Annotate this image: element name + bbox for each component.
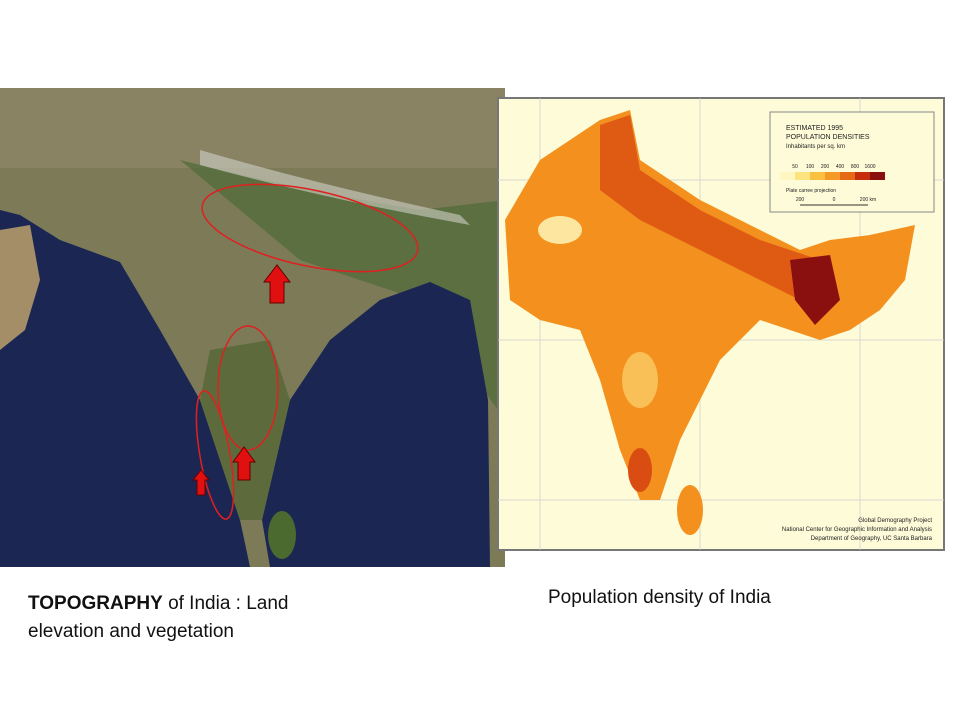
legend-class-label: 100 (806, 164, 815, 170)
left-caption: TOPOGRAPHY of India : Land elevation and… (28, 590, 368, 646)
population-map: ESTIMATED 1995 POPULATION DENSITIES Inha… (497, 97, 945, 551)
scale-label: 0 (833, 197, 836, 203)
credit: National Center for Geographic Informati… (782, 527, 932, 533)
credit: Global Demography Project (858, 518, 932, 524)
right-caption: Population density of India (548, 587, 771, 608)
legend-classes: 50 100 200 400 800 1600 (792, 164, 876, 170)
topography-map (0, 88, 505, 567)
legend-class-label: 200 (821, 164, 830, 170)
caption-bold: TOPOGRAPHY (28, 593, 163, 614)
legend-title: POPULATION DENSITIES (786, 134, 870, 141)
scale-label: 200 km (860, 197, 876, 203)
legend-projection: Plate carree projection (786, 188, 836, 194)
legend-subtitle: Inhabitants per sq. km (786, 144, 845, 150)
legend-class-label: 1600 (864, 164, 875, 170)
caption-text: of India : Land elevation and vegetation (28, 593, 289, 642)
scale-label: 200 (796, 197, 805, 203)
legend-class-label: 400 (836, 164, 845, 170)
legend-class-label: 50 (792, 164, 798, 170)
credit: Department of Geography, UC Santa Barbar… (811, 536, 933, 542)
legend-title: ESTIMATED 1995 (786, 125, 843, 132)
legend-class-label: 800 (851, 164, 860, 170)
